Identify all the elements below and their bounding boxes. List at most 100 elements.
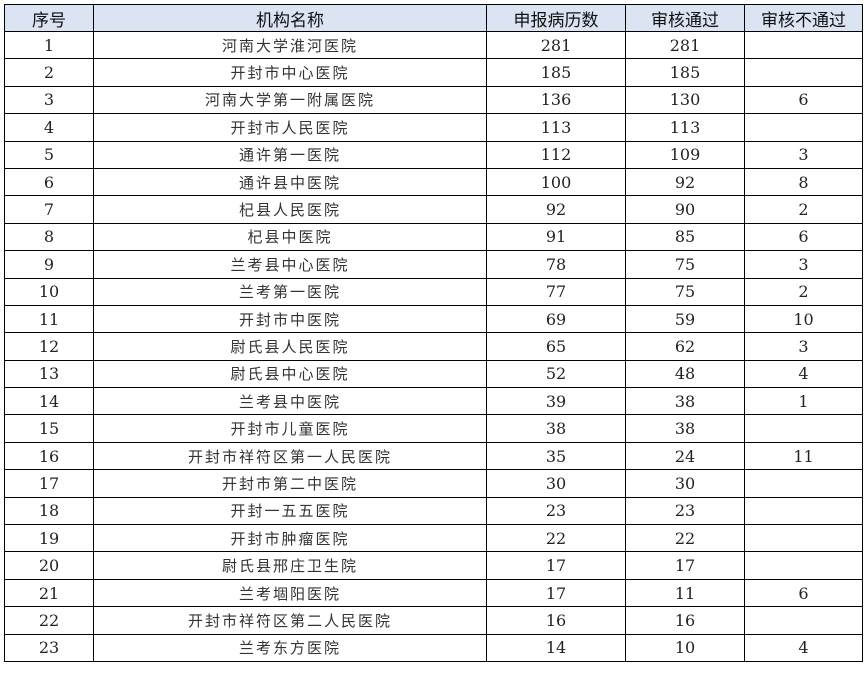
cell-reported: 92 (486, 195, 626, 224)
header-passed: 审核通过 (625, 4, 745, 32)
cell-name: 杞县中医院 (93, 222, 487, 252)
cell-name: 开封市肿瘤医院 (93, 524, 487, 553)
cell-no: 12 (4, 332, 94, 361)
cell-passed: 281 (625, 30, 745, 60)
cell-name: 开封市第二中医院 (93, 469, 487, 498)
cell-name: 兰考县中医院 (93, 387, 487, 416)
table-row: 23 兰考东方医院 14 10 4 (4, 633, 863, 662)
header-name: 机构名称 (93, 4, 487, 32)
cell-no: 7 (4, 195, 94, 224)
cell-passed: 90 (625, 195, 745, 224)
table-row: 11 开封市中医院 69 59 10 (4, 304, 863, 334)
header-row: 序号 机构名称 申报病历数 审核通过 审核不通过 (4, 4, 863, 32)
cell-reported: 185 (486, 58, 626, 87)
cell-no: 19 (4, 524, 94, 553)
cell-reported: 14 (486, 633, 626, 662)
table-row: 20 尉氏县邢庄卫生院 17 17 (4, 551, 863, 580)
cell-reported: 38 (486, 414, 626, 443)
cell-failed: 1 (744, 387, 863, 416)
cell-failed (744, 30, 863, 60)
cell-name: 开封市祥符区第二人民医院 (93, 606, 487, 635)
cell-no: 23 (4, 633, 94, 662)
table-row: 10 兰考第一医院 77 75 2 (4, 277, 863, 306)
table-row: 5 通许第一医院 112 109 3 (4, 140, 863, 169)
table-row: 1 河南大学淮河医院 281 281 (4, 30, 863, 60)
cell-passed: 85 (625, 222, 745, 252)
cell-passed: 48 (625, 359, 745, 389)
table-row: 12 尉氏县人民医院 65 62 3 (4, 332, 863, 361)
cell-passed: 130 (625, 85, 745, 115)
table-row: 16 开封市祥符区第一人民医院 35 24 11 (4, 441, 863, 471)
table-row: 2 开封市中心医院 185 185 (4, 58, 863, 87)
cell-name: 开封市人民医院 (93, 113, 487, 142)
cell-reported: 16 (486, 606, 626, 635)
cell-failed: 11 (744, 441, 863, 471)
cell-failed: 2 (744, 195, 863, 224)
cell-name: 开封市中心医院 (93, 58, 487, 87)
cell-name: 通许县中医院 (93, 167, 487, 197)
cell-name: 开封市儿童医院 (93, 414, 487, 443)
cell-name: 兰考东方医院 (93, 633, 487, 662)
cell-reported: 69 (486, 304, 626, 334)
cell-passed: 62 (625, 332, 745, 361)
cell-passed: 185 (625, 58, 745, 87)
cell-reported: 91 (486, 222, 626, 252)
table-row: 18 开封一五五医院 23 23 (4, 496, 863, 526)
cell-name: 兰考第一医院 (93, 277, 487, 306)
cell-no: 3 (4, 85, 94, 115)
cell-no: 9 (4, 250, 94, 279)
cell-no: 11 (4, 304, 94, 334)
cell-no: 6 (4, 167, 94, 197)
table-row: 14 兰考县中医院 39 38 1 (4, 387, 863, 416)
cell-failed: 4 (744, 359, 863, 389)
cell-failed: 3 (744, 332, 863, 361)
cell-failed: 2 (744, 277, 863, 306)
header-reported: 申报病历数 (486, 4, 626, 32)
cell-name: 开封市中医院 (93, 304, 487, 334)
cell-failed: 3 (744, 140, 863, 169)
cell-reported: 65 (486, 332, 626, 361)
table-row: 8 杞县中医院 91 85 6 (4, 222, 863, 252)
cell-name: 杞县人民医院 (93, 195, 487, 224)
cell-passed: 75 (625, 277, 745, 306)
cell-reported: 35 (486, 441, 626, 471)
table-row: 3 河南大学第一附属医院 136 130 6 (4, 85, 863, 115)
cell-name: 河南大学第一附属医院 (93, 85, 487, 115)
cell-passed: 17 (625, 551, 745, 580)
cell-name: 尉氏县邢庄卫生院 (93, 551, 487, 580)
cell-name: 开封一五五医院 (93, 496, 487, 526)
cell-failed: 3 (744, 250, 863, 279)
cell-reported: 113 (486, 113, 626, 142)
cell-failed: 8 (744, 167, 863, 197)
cell-name: 尉氏县中心医院 (93, 359, 487, 389)
header-no: 序号 (4, 4, 94, 32)
cell-name: 通许第一医院 (93, 140, 487, 169)
cell-reported: 78 (486, 250, 626, 279)
cell-no: 15 (4, 414, 94, 443)
cell-failed (744, 414, 863, 443)
cell-no: 4 (4, 113, 94, 142)
cell-reported: 23 (486, 496, 626, 526)
table-row: 15 开封市儿童医院 38 38 (4, 414, 863, 443)
cell-passed: 59 (625, 304, 745, 334)
table-row: 17 开封市第二中医院 30 30 (4, 469, 863, 498)
cell-passed: 113 (625, 113, 745, 142)
cell-reported: 17 (486, 551, 626, 580)
cell-no: 22 (4, 606, 94, 635)
cell-reported: 22 (486, 524, 626, 553)
cell-name: 兰考堌阳医院 (93, 578, 487, 608)
cell-no: 14 (4, 387, 94, 416)
cell-no: 20 (4, 551, 94, 580)
cell-passed: 38 (625, 387, 745, 416)
cell-failed (744, 469, 863, 498)
cell-passed: 75 (625, 250, 745, 279)
cell-passed: 30 (625, 469, 745, 498)
cell-no: 18 (4, 496, 94, 526)
cell-passed: 24 (625, 441, 745, 471)
cell-reported: 100 (486, 167, 626, 197)
cell-name: 开封市祥符区第一人民医院 (93, 441, 487, 471)
cell-failed (744, 113, 863, 142)
cell-failed (744, 606, 863, 635)
cell-failed: 6 (744, 222, 863, 252)
cell-passed: 38 (625, 414, 745, 443)
